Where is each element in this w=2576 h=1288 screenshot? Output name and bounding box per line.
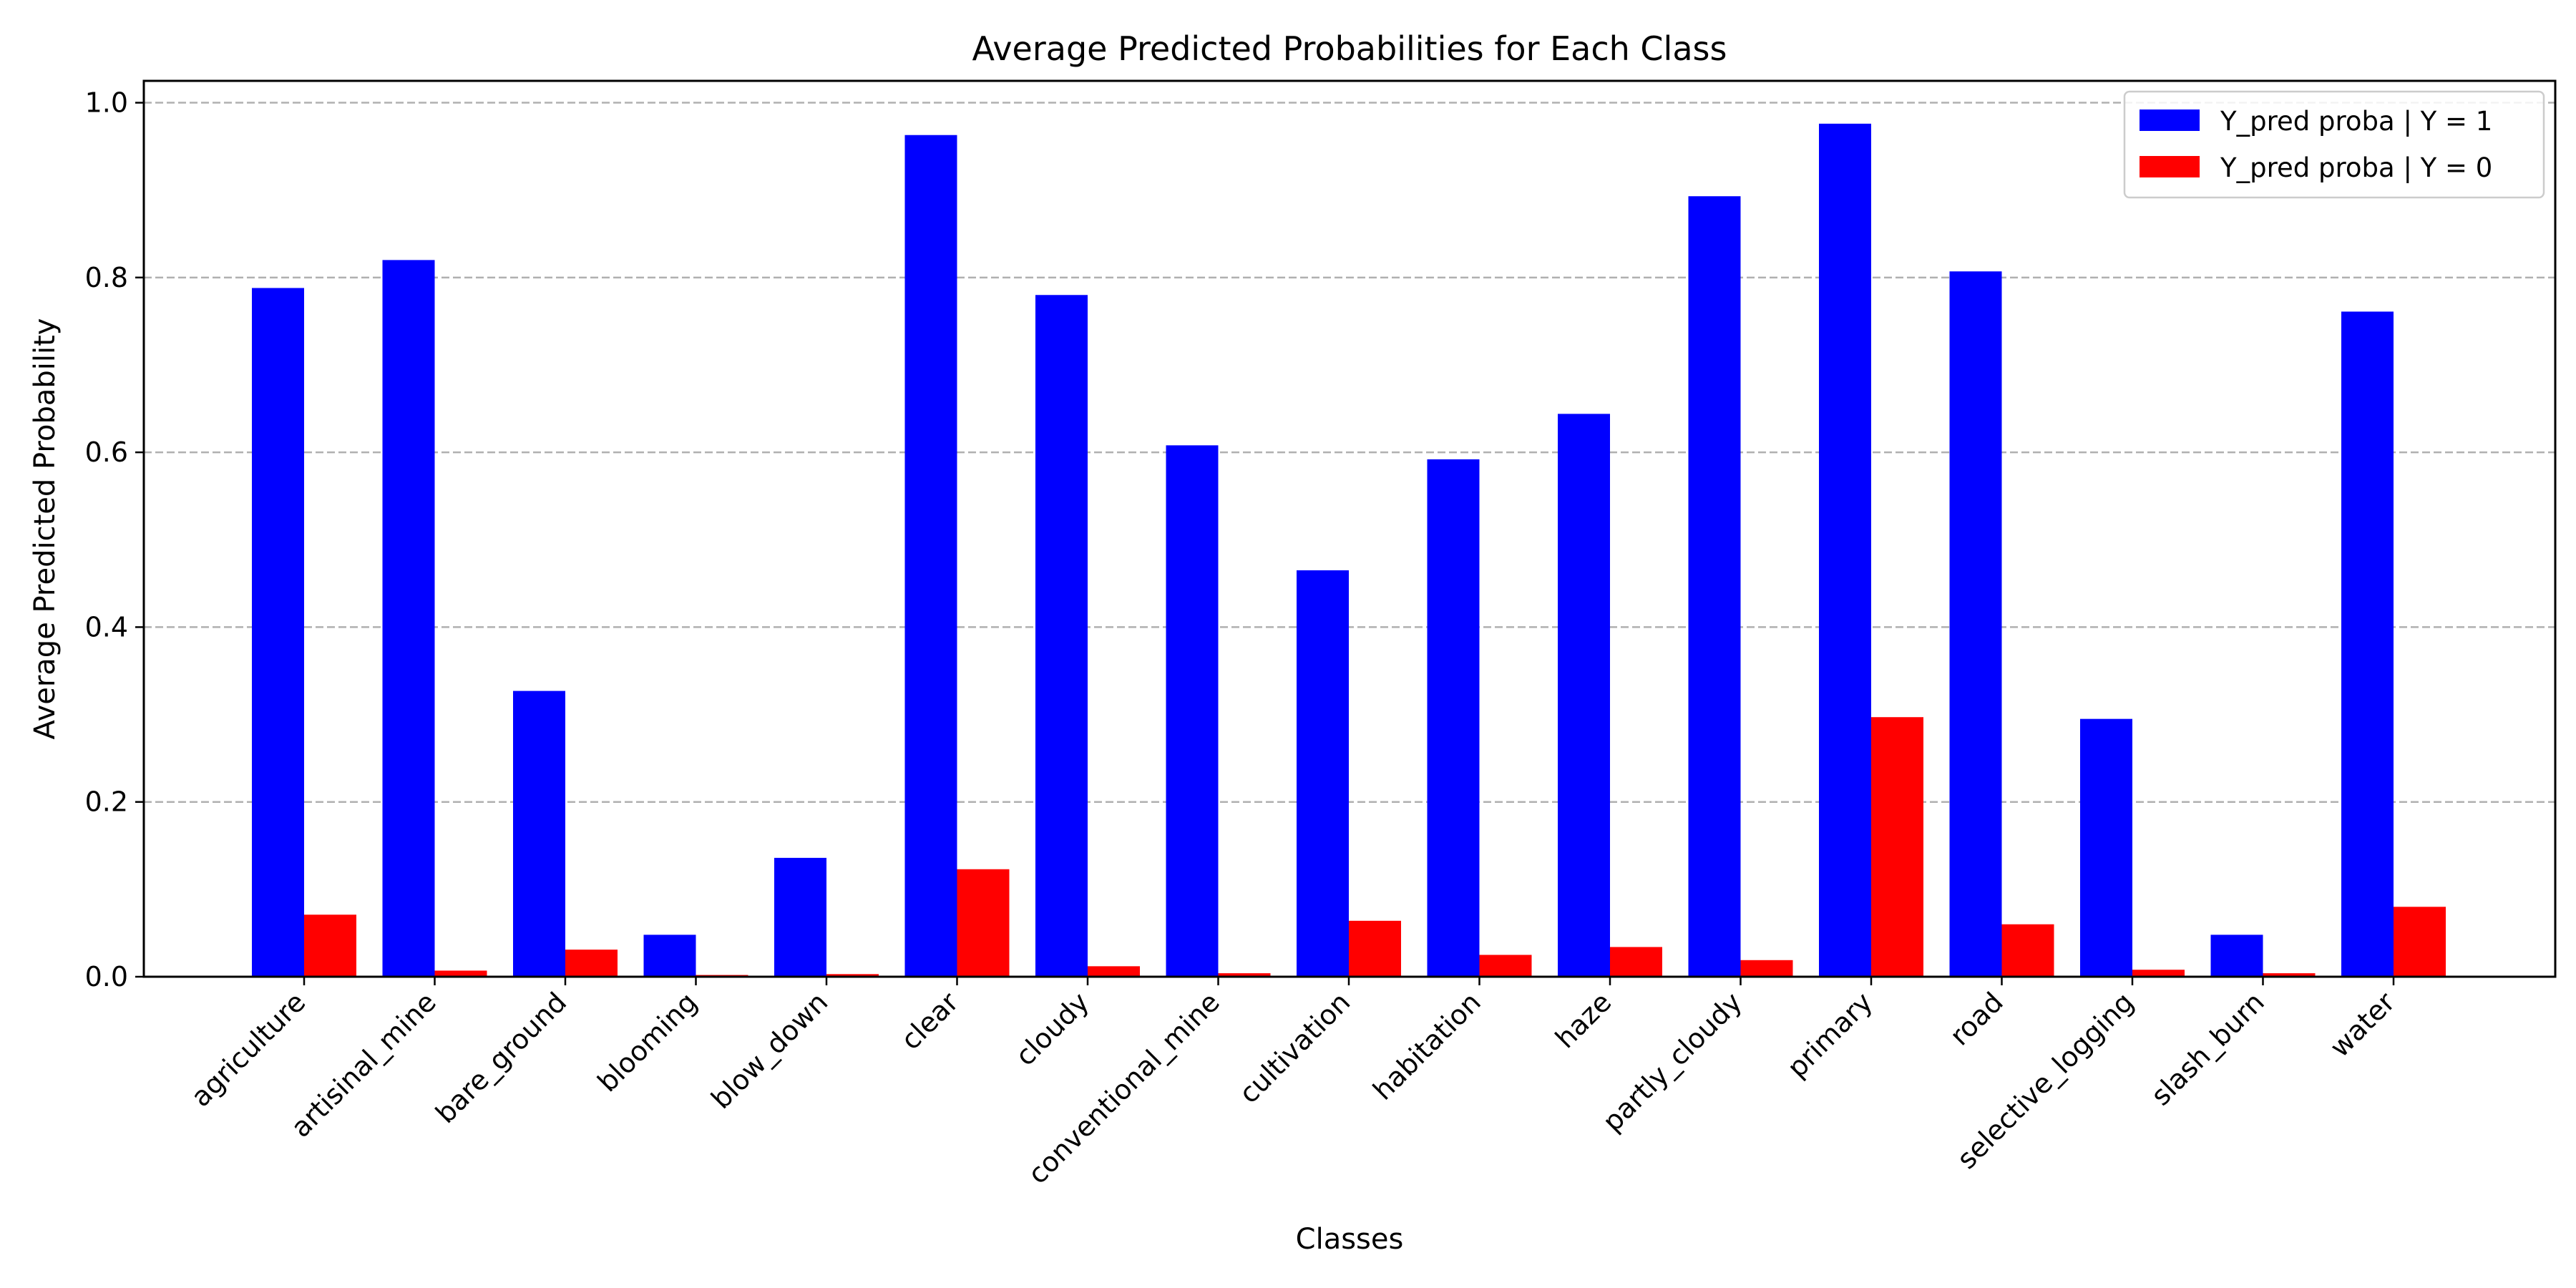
legend: Y_pred proba | Y = 1 Y_pred proba | Y = …: [2123, 90, 2545, 199]
bar-y1-blooming: [643, 935, 696, 977]
bar-y1-slash_burn: [2210, 935, 2263, 977]
bar-y0-conventional_mine: [1218, 973, 1271, 977]
bar-y0-cultivation: [1349, 920, 1401, 977]
bar-y0-agriculture: [304, 914, 356, 977]
y-tick-label: 1.0: [85, 87, 128, 119]
bar-y0-blow_down: [826, 974, 879, 977]
x-tick-label: water: [2324, 986, 2401, 1063]
x-tick-label: cloudy: [1010, 986, 1096, 1072]
x-tick-label: partly_cloudy: [1596, 986, 1748, 1138]
bar-y1-road: [1949, 271, 2002, 977]
bar-y0-haze: [1610, 947, 1662, 977]
x-tick-label: clear: [894, 986, 965, 1056]
y-tick-label: 0.2: [85, 786, 128, 818]
bar-y1-conventional_mine: [1166, 445, 1219, 977]
bar-y1-selective_logging: [2080, 718, 2132, 977]
bar-y1-primary: [1819, 123, 1871, 977]
bar-y0-habitation: [1479, 955, 1532, 977]
bar-y0-bare_ground: [565, 950, 618, 977]
x-tick-label: bare_ground: [429, 986, 572, 1129]
bar-y0-slash_burn: [2263, 973, 2316, 977]
x-tick-label: haze: [1549, 986, 1617, 1054]
x-tick-label: road: [1943, 986, 2009, 1052]
bar-y0-artisinal_mine: [434, 970, 487, 977]
bar-y1-bare_ground: [513, 691, 565, 977]
bar-y1-agriculture: [252, 288, 304, 977]
bar-y0-clear: [957, 869, 1010, 977]
y-tick-label: 0.0: [85, 961, 128, 992]
legend-swatch-y1: [2140, 109, 2200, 131]
chart-title: Average Predicted Probabilities for Each…: [972, 29, 1727, 68]
y-tick-label: 0.8: [85, 262, 128, 293]
x-tick-label: cultivation: [1233, 986, 1356, 1109]
bar-y0-water: [2394, 907, 2446, 977]
plot-frame: [142, 79, 2557, 978]
x-tick-label: habitation: [1367, 986, 1487, 1106]
legend-label-y1: Y_pred proba | Y = 1: [2220, 106, 2492, 137]
y-tick-label: 0.4: [85, 611, 128, 643]
y-tick-label: 0.6: [85, 436, 128, 468]
legend-label-y0: Y_pred proba | Y = 0: [2220, 152, 2492, 183]
bar-y1-blow_down: [774, 857, 826, 977]
bar-y0-partly_cloudy: [1740, 960, 1793, 977]
bar-y0-cloudy: [1088, 966, 1140, 977]
bar-y0-selective_logging: [2132, 970, 2185, 977]
legend-swatch-y0: [2140, 156, 2200, 177]
x-axis-label: Classes: [1296, 1223, 1404, 1256]
bars: [252, 123, 2446, 977]
bar-y1-clear: [904, 135, 957, 977]
x-tick-label: agriculture: [185, 986, 311, 1113]
x-tick-label: slash_burn: [2145, 986, 2270, 1111]
bar-y1-cultivation: [1297, 570, 1349, 977]
bar-y1-partly_cloudy: [1688, 196, 1741, 977]
x-tick-label: primary: [1781, 986, 1878, 1083]
legend-frame: [2123, 90, 2545, 199]
bar-y1-artisinal_mine: [382, 260, 435, 977]
bar-y1-cloudy: [1035, 295, 1088, 977]
bar-y0-primary: [1871, 717, 1923, 977]
x-tick-label: blow_down: [705, 986, 834, 1115]
y-gridlines: [144, 102, 2555, 803]
y-axis-ticks: 0.0 0.2 0.4 0.6 0.8 1.0: [85, 87, 144, 992]
x-tick-label: blooming: [592, 986, 703, 1098]
bar-y1-haze: [1558, 414, 1610, 977]
bar-y1-water: [2341, 311, 2394, 977]
bar-y0-road: [2001, 924, 2054, 977]
y-axis-label: Average Predicted Probability: [29, 318, 62, 740]
bar-y1-habitation: [1427, 459, 1480, 977]
